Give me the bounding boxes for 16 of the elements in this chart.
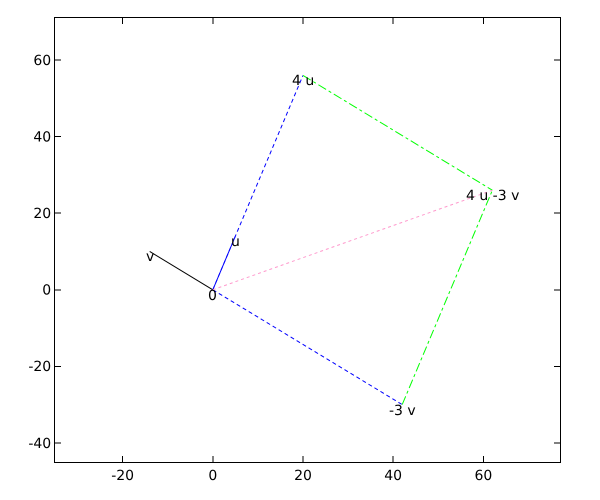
annotation: v — [146, 249, 154, 265]
x-tick-label: -20 — [111, 468, 134, 484]
y-tick-label: -40 — [28, 436, 52, 452]
y-tick-label: 40 — [33, 130, 52, 146]
annotation: u — [231, 234, 240, 250]
y-tick-label: 20 — [33, 206, 52, 222]
y-tick-label: 0 — [42, 282, 52, 299]
y-tick-label: 60 — [33, 53, 52, 69]
x-tick-label: 0 — [208, 468, 218, 484]
x-tick-label: 40 — [384, 468, 402, 484]
y-tick-label: -20 — [28, 359, 52, 376]
x-tick-label: 60 — [474, 468, 492, 484]
annotation: 0 — [208, 288, 217, 304]
annotation: -3 v — [389, 403, 416, 419]
annotation: 4 u -3 v — [466, 188, 520, 204]
x-tick-label: 20 — [294, 468, 312, 484]
